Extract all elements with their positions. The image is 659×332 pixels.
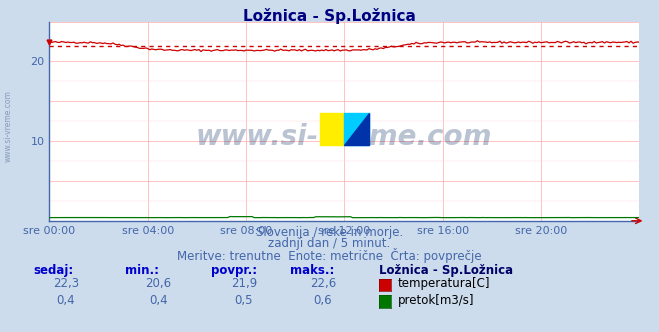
Text: 21,9: 21,9 [231,277,257,290]
Text: 0,4: 0,4 [57,294,75,307]
Text: www.si-vreme.com: www.si-vreme.com [196,123,492,151]
Text: Slovenija / reke in morje.: Slovenija / reke in morje. [256,226,403,239]
Text: 20,6: 20,6 [145,277,171,290]
Text: pretok[m3/s]: pretok[m3/s] [397,294,474,307]
Text: 22,6: 22,6 [310,277,336,290]
Text: 22,3: 22,3 [53,277,79,290]
Text: Ložnica - Sp.Ložnica: Ložnica - Sp.Ložnica [243,8,416,24]
Text: maks.:: maks.: [290,264,334,277]
Text: povpr.:: povpr.: [211,264,257,277]
Text: zadnji dan / 5 minut.: zadnji dan / 5 minut. [268,237,391,250]
Polygon shape [345,113,369,145]
Text: www.si-vreme.com: www.si-vreme.com [3,90,13,162]
Text: Ložnica - Sp.Ložnica: Ložnica - Sp.Ložnica [379,264,513,277]
Text: sedaj:: sedaj: [33,264,73,277]
Text: temperatura[C]: temperatura[C] [397,277,490,290]
Text: Meritve: trenutne  Enote: metrične  Črta: povprečje: Meritve: trenutne Enote: metrične Črta: … [177,248,482,263]
Text: 0,4: 0,4 [149,294,167,307]
Text: 0,6: 0,6 [314,294,332,307]
Text: min.:: min.: [125,264,159,277]
Text: 0,5: 0,5 [235,294,253,307]
